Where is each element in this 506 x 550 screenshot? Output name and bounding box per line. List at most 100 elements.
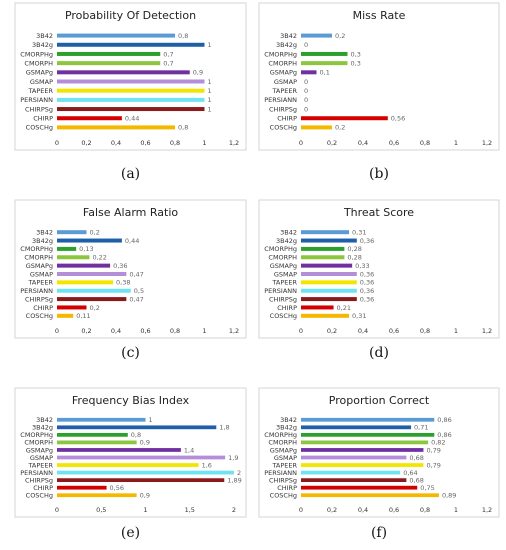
bar-3b42 <box>57 230 87 235</box>
category-label: CMORPHg <box>20 50 53 58</box>
category-label: PERSIANN <box>20 287 53 295</box>
category-label: CHIRP <box>33 115 53 123</box>
x-tick-label: 0,4 <box>111 327 121 335</box>
x-tick-label: 0,4 <box>358 327 368 335</box>
x-tick-label: 1 <box>202 327 206 335</box>
value-label: 1 <box>208 78 212 86</box>
value-label: 0,13 <box>79 245 93 253</box>
chart-panel-6: Proportion Correct 3B42 0,86 3B42g 0,71 CMORP… <box>258 387 500 541</box>
x-tick-label: 1 <box>454 139 458 147</box>
value-label: 1 <box>208 87 212 95</box>
bar-tapeer <box>57 88 205 93</box>
bar-tapeer <box>57 280 114 285</box>
x-tick-label: 0,8 <box>420 506 430 514</box>
value-label: 0,7 <box>163 50 173 58</box>
category-label: COSCHg <box>26 492 53 500</box>
x-tick-label: 1 <box>143 506 147 514</box>
category-label: GSMAPg <box>270 446 297 454</box>
value-label: 0,36 <box>360 295 374 303</box>
category-label: CHIRP <box>277 484 297 492</box>
value-label: 0,79 <box>426 446 440 454</box>
bar-cmorphg <box>57 432 128 437</box>
bar-gsmapg <box>301 448 424 452</box>
x-tick-label: 0,2 <box>327 506 337 514</box>
value-label: 0,38 <box>116 279 130 287</box>
category-label: CMORPH <box>24 59 53 67</box>
x-tick-label: 0 <box>55 327 59 335</box>
bar-cmorphg <box>301 51 348 56</box>
category-label: CHIRPSg <box>269 105 297 113</box>
bar-chirpsg <box>301 478 407 483</box>
category-label: CHIRPSg <box>25 295 53 303</box>
value-label: 1 <box>208 105 212 113</box>
category-label: CMORPH <box>24 254 53 262</box>
bar-gsmap <box>57 272 127 276</box>
value-label: 0,89 <box>442 492 456 500</box>
category-label: 3B42 <box>280 32 297 40</box>
category-label: 3B42 <box>36 32 53 40</box>
value-label: 0,9 <box>140 492 150 500</box>
bar-coschg <box>301 493 439 498</box>
x-tick-label: 0 <box>55 139 59 147</box>
panel-letter: (b) <box>369 166 389 182</box>
chart-title: Frequency Bias Index <box>72 394 190 407</box>
value-label: 0,28 <box>347 254 361 262</box>
bar-gsmap <box>57 455 226 460</box>
chart-title: Miss Rate <box>353 9 406 22</box>
value-label: 0,47 <box>129 270 143 278</box>
category-label: GSMAP <box>30 454 53 462</box>
x-tick-label: 1,2 <box>482 139 492 147</box>
value-label: 0 <box>304 87 308 95</box>
value-label: 0,8 <box>178 124 188 132</box>
x-tick-label: 1,2 <box>482 327 492 335</box>
value-label: 0,68 <box>409 476 423 484</box>
value-label: 0 <box>304 96 308 104</box>
category-label: CMORPH <box>268 439 297 447</box>
bar-persiann <box>301 288 357 293</box>
chart-panel-5: Frequency Bias Index 3B42 1 3B42g 1,8 CMORPHg… <box>14 387 247 541</box>
category-label: GSMAPg <box>270 262 297 270</box>
x-tick-label: 0,6 <box>389 327 399 335</box>
x-tick-label: 1,2 <box>229 139 239 147</box>
value-label: 0,2 <box>90 228 100 236</box>
x-tick-label: 0,8 <box>420 139 430 147</box>
category-label: PERSIANN <box>264 469 297 477</box>
value-label: 1,9 <box>228 454 238 462</box>
category-label: CMORPHg <box>264 245 297 253</box>
bar-persiann <box>57 97 205 102</box>
bar-chirp <box>57 485 107 490</box>
category-label: GSMAP <box>274 454 297 462</box>
category-label: CMORPH <box>268 254 297 262</box>
value-label: 1 <box>208 41 212 49</box>
value-label: 0,36 <box>113 262 127 270</box>
value-label: 0,68 <box>409 454 423 462</box>
bar-persiann <box>57 470 234 475</box>
category-label: GSMAPg <box>26 69 53 77</box>
chart-title: False Alarm Ratio <box>83 206 178 219</box>
value-label: 0,9 <box>140 439 150 447</box>
value-label: 0,79 <box>426 461 440 469</box>
bar-3b42g <box>57 238 122 243</box>
bar-chirpsg <box>57 107 205 112</box>
chart-panel-4: Threat Score 3B42 0,31 3B42g 0,36 CMORPHg 0,28… <box>258 199 500 361</box>
value-label: 1,89 <box>227 476 241 484</box>
bar-3b42 <box>57 33 175 38</box>
bar-coschg <box>301 125 332 130</box>
value-label: 0,75 <box>420 484 434 492</box>
panel-letter: (a) <box>121 166 140 182</box>
bar-gsmap <box>301 455 407 460</box>
chart-panel-2: Miss Rate 3B42 0,2 3B42g 0 CMORPHg 0,3 CMORPH 0,… <box>258 2 500 182</box>
bar-3b42 <box>301 230 350 235</box>
value-label: 0,36 <box>360 270 374 278</box>
category-label: COSCHg <box>270 492 297 500</box>
category-label: COSCHg <box>270 312 297 320</box>
category-label: PERSIANN <box>20 96 53 104</box>
bar-tapeer <box>301 280 357 285</box>
value-label: 0,2 <box>90 304 100 312</box>
value-label: 0 <box>304 78 308 86</box>
chart-title: Proportion Correct <box>329 394 430 407</box>
category-label: 3B42 <box>280 416 297 424</box>
value-label: 0,44 <box>125 115 139 123</box>
category-label: CHIRPSg <box>25 105 53 113</box>
value-label: 0,33 <box>355 262 369 270</box>
